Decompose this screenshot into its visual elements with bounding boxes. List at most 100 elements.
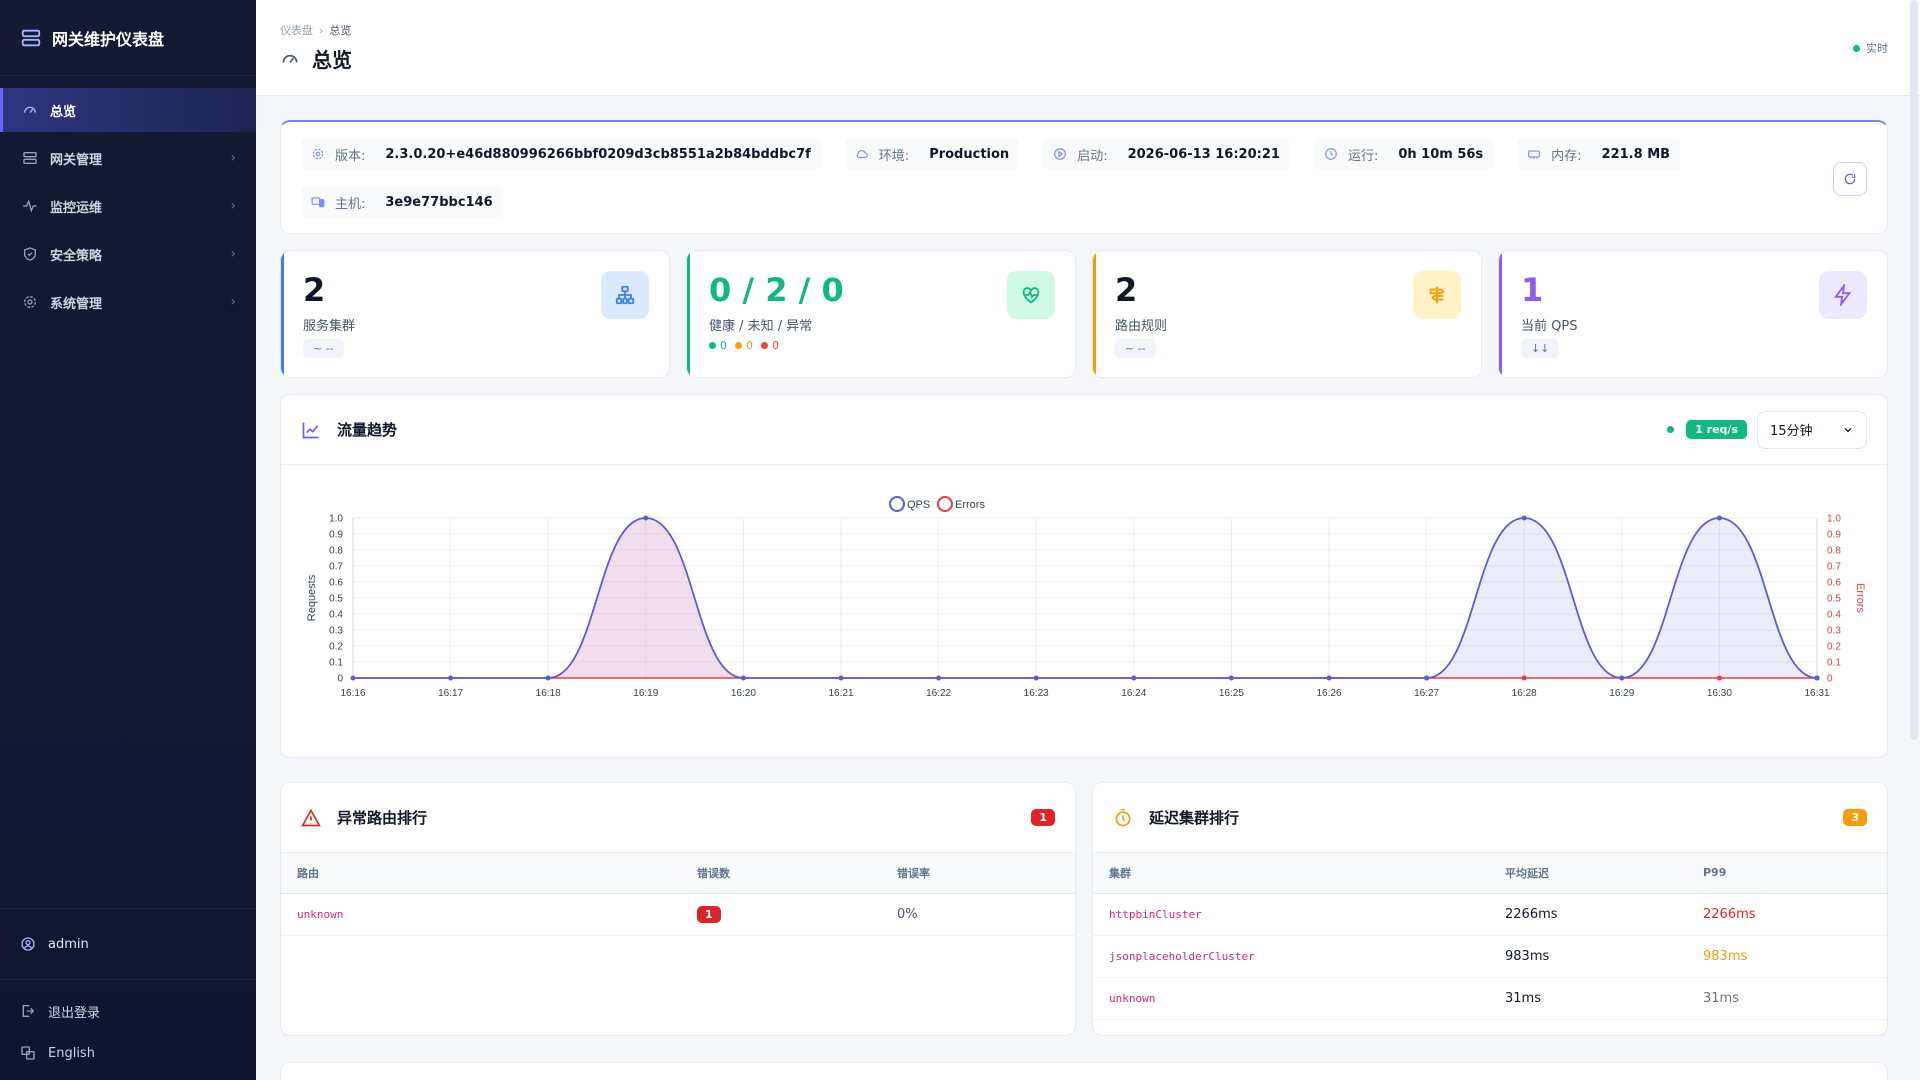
sidebar-item-system[interactable]: 系统管理 › <box>0 280 256 324</box>
stat-card-routes[interactable]: 2 路由规则 ~ -- <box>1092 250 1482 378</box>
column-header[interactable]: P99 <box>1687 853 1887 894</box>
routes-sub: ~ -- <box>1115 339 1156 358</box>
y-tick-label: 1.0 <box>329 514 343 525</box>
qps-point <box>545 675 551 681</box>
column-header[interactable]: 集群 <box>1093 853 1489 894</box>
table-row[interactable]: jsonplaceholderCluster 983ms 983ms <box>1093 935 1887 978</box>
error-routes-count: 1 <box>1031 809 1055 826</box>
x-tick-label: 16:30 <box>1707 688 1732 699</box>
user-profile[interactable]: admin <box>0 908 256 980</box>
signpost-icon <box>1413 271 1461 319</box>
x-tick-label: 16:27 <box>1414 688 1439 699</box>
stat-card-qps[interactable]: 1 当前 QPS ↓↓ <box>1498 250 1888 378</box>
unknown-count: 0 <box>735 339 753 352</box>
sidebar: 网关维护仪表盘 总览 网关管理 › 监控运维 › 安全策略 › 系统管理 › <box>0 0 256 1080</box>
sidebar-item-security[interactable]: 安全策略 › <box>0 232 256 276</box>
column-header[interactable]: 错误率 <box>881 853 1075 894</box>
y2-axis-label: Errors <box>1854 583 1866 613</box>
chevron-right-icon: › <box>230 246 236 262</box>
accent-bar <box>687 251 690 377</box>
table-row[interactable]: unknown 1 0% <box>281 893 1075 936</box>
sidebar-item-overview[interactable]: 总览 <box>0 88 256 132</box>
stat-cards: 2 服务集群 ~ -- 0 / 2 / 0 健康 / 未知 / 异常 0 0 0… <box>280 250 1888 378</box>
clusters-label: 服务集群 <box>303 319 356 334</box>
trend-pill: ~ -- <box>1115 339 1156 358</box>
y-tick-label: 0.4 <box>329 610 343 621</box>
y2-tick-label: 0.1 <box>1827 658 1841 669</box>
env-label: 环境: <box>878 148 910 164</box>
main-content: 版本: 2.3.0.20+e46d880996266bbf0209d3cb855… <box>280 120 1888 1036</box>
qps-point <box>740 675 746 681</box>
table-row[interactable]: httpbinCluster 2266ms 2266ms <box>1093 893 1887 936</box>
env-value: Production <box>929 146 1010 162</box>
page-scrollbar[interactable] <box>1910 0 1918 740</box>
refresh-button[interactable] <box>1833 162 1867 196</box>
clock-icon <box>1325 148 1337 160</box>
gear-icon <box>312 148 324 160</box>
qps-point <box>448 675 454 681</box>
server-icon <box>23 152 37 164</box>
table-row[interactable]: unknown 31ms 31ms <box>1093 977 1887 1020</box>
y2-tick-label: 1.0 <box>1827 514 1841 525</box>
live-label: 实时 <box>1866 42 1888 55</box>
clusters-sub: ~ -- <box>303 339 344 358</box>
sidebar-item-label: 监控运维 <box>50 200 103 216</box>
stat-card-health[interactable]: 0 / 2 / 0 健康 / 未知 / 异常 0 0 0 <box>686 250 1076 378</box>
x-tick-label: 16:19 <box>633 688 658 699</box>
breadcrumb: 仪表盘 › 总览 <box>280 22 351 38</box>
cluster-name: httpbinCluster <box>1109 907 1202 921</box>
accent-bar <box>281 251 284 377</box>
health-breakdown: 0 0 0 <box>709 339 779 352</box>
y2-tick-label: 0 <box>1827 674 1833 685</box>
y2-tick-label: 0.6 <box>1827 578 1841 589</box>
activity-icon <box>23 199 37 213</box>
warning-triangle-icon <box>301 808 321 826</box>
language-label: English <box>48 1045 95 1061</box>
memory-chip-icon <box>1528 150 1540 159</box>
rate-badge: 1 req/s <box>1686 420 1747 439</box>
y2-tick-label: 0.5 <box>1827 594 1841 605</box>
brand[interactable]: 网关维护仪表盘 <box>0 0 256 76</box>
sidebar-item-monitoring[interactable]: 监控运维 › <box>0 184 256 228</box>
error-routes-title: 异常路由排行 <box>337 809 428 827</box>
p99-latency: 31ms <box>1687 977 1887 1020</box>
logout-button[interactable]: 退出登录 <box>0 990 256 1032</box>
y2-tick-label: 0.2 <box>1827 642 1841 653</box>
version-label: 版本: <box>335 148 366 164</box>
qps-point <box>643 515 649 521</box>
x-tick-label: 16:25 <box>1219 688 1244 699</box>
sidebar-footer: admin 退出登录 English <box>0 908 256 1080</box>
qps-point <box>1326 675 1332 681</box>
stat-card-clusters[interactable]: 2 服务集群 ~ -- <box>280 250 670 378</box>
y-tick-label: 0.2 <box>329 642 343 653</box>
error-routes-header: 异常路由排行 1 <box>281 783 1075 853</box>
system-info-card: 版本: 2.3.0.20+e46d880996266bbf0209d3cb855… <box>280 120 1888 234</box>
sidebar-item-gateway[interactable]: 网关管理 › <box>0 136 256 180</box>
routes-value: 2 <box>1115 271 1138 309</box>
language-switch[interactable]: English <box>0 1032 256 1074</box>
qps-point <box>350 675 356 681</box>
breadcrumb-root[interactable]: 仪表盘 <box>280 24 313 37</box>
column-header[interactable]: 平均延迟 <box>1489 853 1687 894</box>
column-header[interactable]: 错误数 <box>681 853 881 894</box>
cluster-name: unknown <box>1109 991 1156 1005</box>
dashboard-gauge-icon <box>282 54 298 63</box>
logout-label: 退出登录 <box>48 1005 101 1021</box>
host-devices-icon <box>311 197 325 208</box>
time-range-select[interactable]: 15分钟 <box>1757 410 1867 449</box>
chart-line-icon <box>302 422 319 438</box>
qps-area <box>548 518 744 678</box>
avg-latency: 2266ms <box>1489 893 1687 936</box>
sidebar-nav: 总览 网关管理 › 监控运维 › 安全策略 › 系统管理 › <box>0 76 256 324</box>
trend-pill: ~ -- <box>303 339 344 358</box>
legend-qps-marker <box>889 496 905 512</box>
latency-clusters-card: 延迟集群排行 3 集群 平均延迟 P99 httpbinCluster 2266… <box>1092 782 1888 1036</box>
error-count-badge: 1 <box>697 905 721 923</box>
qps-point <box>1716 515 1722 521</box>
routes-label: 路由规则 <box>1115 319 1168 334</box>
sidebar-item-label: 网关管理 <box>50 152 103 168</box>
sidebar-item-label: 安全策略 <box>50 248 103 264</box>
column-header[interactable]: 路由 <box>281 853 681 894</box>
legend-qps-label: QPS <box>907 499 930 511</box>
cluster-name: jsonplaceholderCluster <box>1109 949 1255 963</box>
